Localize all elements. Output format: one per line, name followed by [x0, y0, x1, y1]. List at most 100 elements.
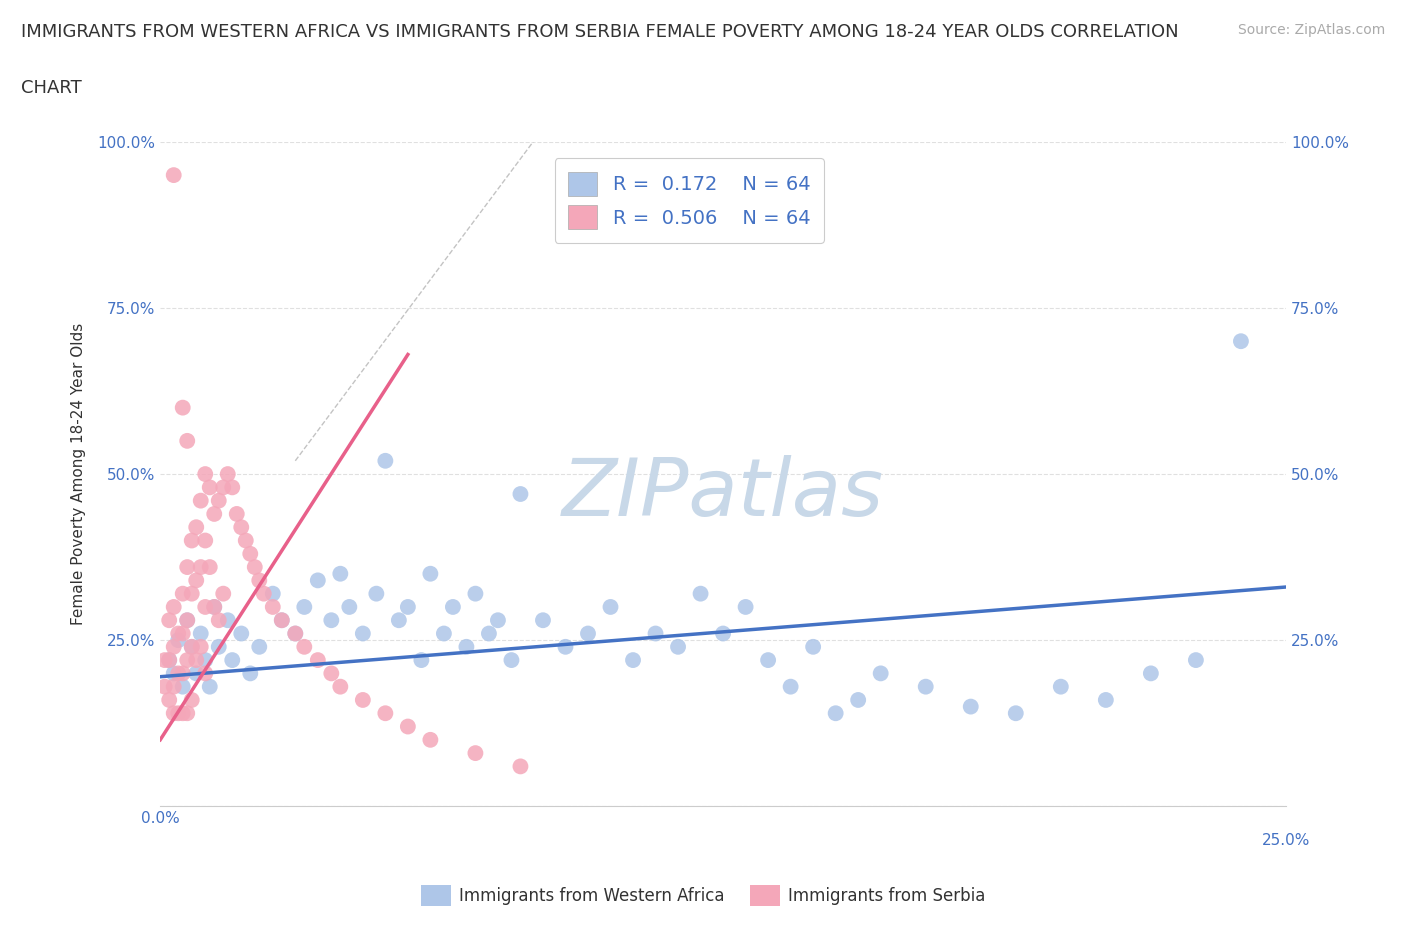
Point: [411, 653, 433, 668]
Point: [225, 507, 247, 522]
Point: [180, 639, 202, 654]
Point: [190, 639, 212, 654]
Point: [321, 613, 343, 628]
Point: [756, 653, 779, 668]
Point: [396, 600, 419, 615]
Point: [270, 613, 292, 628]
Point: [292, 600, 315, 615]
Point: [914, 679, 936, 694]
Point: [190, 493, 212, 508]
Point: [284, 626, 307, 641]
Point: [501, 653, 523, 668]
Point: [163, 706, 186, 721]
Point: [388, 613, 411, 628]
Point: [172, 400, 194, 415]
Point: [464, 746, 486, 761]
Point: [509, 486, 531, 501]
Point: [198, 560, 221, 575]
Point: [329, 566, 352, 581]
Point: [531, 613, 554, 628]
Point: [157, 613, 180, 628]
Point: [1185, 653, 1208, 668]
Point: [167, 706, 190, 721]
Point: [689, 586, 711, 601]
Point: [172, 626, 194, 641]
Point: [374, 706, 396, 721]
Point: [167, 626, 190, 641]
Point: [337, 600, 360, 615]
Point: [163, 600, 186, 615]
Point: [194, 600, 217, 615]
Point: [167, 666, 190, 681]
Point: [352, 693, 374, 708]
Point: [172, 666, 194, 681]
Point: [366, 586, 388, 601]
Point: [433, 626, 456, 641]
Point: [419, 733, 441, 748]
Text: CHART: CHART: [21, 79, 82, 97]
Legend: Immigrants from Western Africa, Immigrants from Serbia: Immigrants from Western Africa, Immigran…: [413, 879, 993, 912]
Point: [239, 666, 262, 681]
Point: [307, 573, 329, 588]
Point: [176, 706, 198, 721]
Point: [221, 480, 243, 495]
Point: [176, 560, 198, 575]
Point: [321, 666, 343, 681]
Y-axis label: Female Poverty Among 18-24 Year Olds: Female Poverty Among 18-24 Year Olds: [72, 323, 86, 625]
Point: [576, 626, 599, 641]
Point: [253, 586, 276, 601]
Point: [846, 693, 869, 708]
Point: [176, 613, 198, 628]
Point: [176, 433, 198, 448]
Point: [157, 653, 180, 668]
Point: [779, 679, 801, 694]
Point: [198, 480, 221, 495]
Point: [194, 533, 217, 548]
Point: [194, 653, 217, 668]
Text: IMMIGRANTS FROM WESTERN AFRICA VS IMMIGRANTS FROM SERBIA FEMALE POVERTY AMONG 18: IMMIGRANTS FROM WESTERN AFRICA VS IMMIGR…: [21, 23, 1178, 41]
Point: [374, 453, 396, 468]
Point: [231, 626, 253, 641]
Point: [307, 653, 329, 668]
Point: [157, 693, 180, 708]
Point: [599, 600, 621, 615]
Point: [208, 493, 231, 508]
Point: [208, 613, 231, 628]
Point: [198, 679, 221, 694]
Point: [1230, 334, 1253, 349]
Point: [221, 653, 243, 668]
Point: [186, 666, 208, 681]
Point: [554, 639, 576, 654]
Point: [194, 666, 217, 681]
Point: [464, 586, 486, 601]
Point: [167, 632, 190, 647]
Point: [235, 533, 257, 548]
Point: [1049, 679, 1071, 694]
Point: [157, 653, 180, 668]
Point: [180, 693, 202, 708]
Text: 25.0%: 25.0%: [1261, 833, 1310, 848]
Point: [396, 719, 419, 734]
Point: [186, 573, 208, 588]
Point: [180, 586, 202, 601]
Point: [419, 566, 441, 581]
Point: [239, 546, 262, 561]
Point: [190, 560, 212, 575]
Point: [217, 613, 239, 628]
Point: [959, 699, 981, 714]
Point: [217, 467, 239, 482]
Point: [202, 600, 225, 615]
Point: [202, 600, 225, 615]
Point: [153, 653, 176, 668]
Point: [163, 679, 186, 694]
Text: Source: ZipAtlas.com: Source: ZipAtlas.com: [1237, 23, 1385, 37]
Point: [509, 759, 531, 774]
Point: [734, 600, 756, 615]
Point: [486, 613, 509, 628]
Point: [869, 666, 891, 681]
Point: [172, 706, 194, 721]
Point: [1004, 706, 1026, 721]
Point: [202, 507, 225, 522]
Point: [329, 679, 352, 694]
Point: [163, 167, 186, 182]
